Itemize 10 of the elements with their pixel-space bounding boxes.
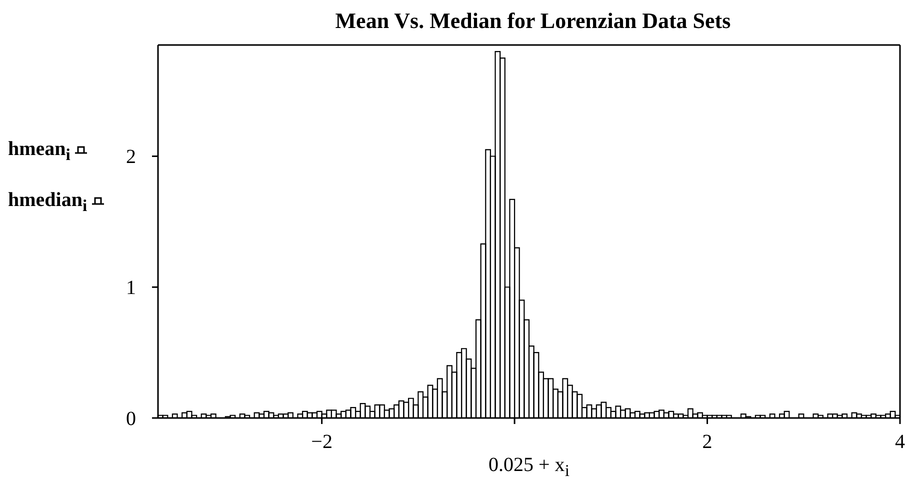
x-axis-title: 0.025 + x$_{i}$	[488, 454, 570, 480]
x-tick-label: 2	[702, 431, 712, 454]
legend-label: hmean$_{i}$	[8, 138, 70, 164]
y-tick-label: 2	[126, 146, 136, 168]
chart-title: Mean Vs. Median for Lorenzian Data Sets	[335, 8, 731, 33]
y-tick-label: 1	[126, 277, 136, 300]
legend-label: hmedian$_{i}$	[8, 189, 88, 215]
x-tick-label: 4	[895, 431, 905, 454]
y-tick-label: 0	[126, 408, 136, 430]
x-tick-label: −2	[311, 431, 332, 454]
